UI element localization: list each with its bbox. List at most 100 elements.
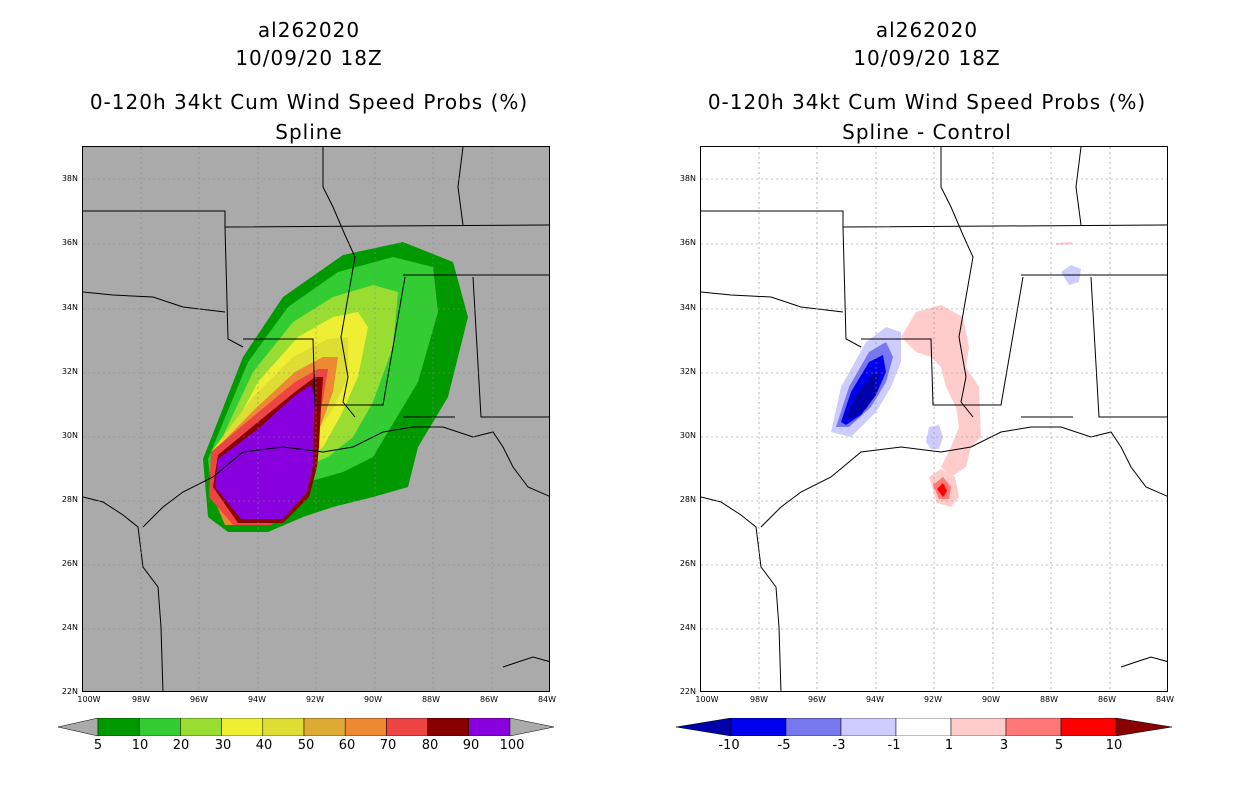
- diff-contour-pos-1: [901, 305, 981, 477]
- colorbar-box: [950, 718, 1007, 736]
- colorbar-label: -1: [887, 738, 901, 753]
- map-borders: [83, 147, 549, 691]
- lon-label: 100W: [77, 695, 101, 704]
- lon-label: 88W: [421, 695, 441, 704]
- colorbar-label: 5: [1054, 738, 1064, 753]
- lat-label: 36N: [679, 238, 696, 247]
- map-title: 0-120h 34kt Cum Wind Speed Probs (%): [707, 90, 1147, 114]
- lon-label: 90W: [981, 695, 1001, 704]
- colorbar-arrow-low: [58, 718, 99, 736]
- prob-contour-100: [215, 385, 315, 519]
- datetime: 10/09/20 18Z: [853, 46, 1001, 70]
- probability-map-graphic: [83, 147, 549, 691]
- storm-id: al262020: [257, 18, 361, 42]
- lat-label: 34N: [679, 303, 696, 312]
- colorbar: [676, 718, 1172, 736]
- map-grid: [83, 147, 549, 691]
- lon-label: 96W: [189, 695, 209, 704]
- lon-label: 86W: [479, 695, 499, 704]
- lat-label: 26N: [679, 559, 696, 568]
- probability-map: [82, 146, 550, 692]
- diff-contour-neg-10: [846, 372, 879, 419]
- colorbar-box: [262, 718, 305, 736]
- lat-label: 30N: [61, 431, 78, 440]
- lat-label: 34N: [61, 303, 78, 312]
- colorbar-label: 1: [944, 738, 954, 753]
- colorbar-label: -5: [777, 738, 791, 753]
- difference-map: [700, 146, 1168, 692]
- colorbar-arrow-high: [509, 718, 554, 736]
- lat-label: 38N: [679, 174, 696, 183]
- lon-label: 92W: [305, 695, 325, 704]
- colorbar-box: [730, 718, 787, 736]
- colorbar-box: [427, 718, 470, 736]
- map-subtitle: Spline: [275, 120, 343, 144]
- colorbar-box: [1005, 718, 1062, 736]
- map-title: 0-120h 34kt Cum Wind Speed Probs (%): [89, 90, 529, 114]
- lat-label: 32N: [61, 367, 78, 376]
- colorbar-box: [895, 718, 952, 736]
- lon-label: 96W: [807, 695, 827, 704]
- colorbar-label: 40: [255, 738, 273, 753]
- diff-contour-pos-small: [1056, 242, 1073, 245]
- lat-label: 24N: [679, 623, 696, 632]
- lon-label: 84W: [1155, 695, 1175, 704]
- colorbar-label: 30: [214, 738, 232, 753]
- colorbar-label: 10: [131, 738, 149, 753]
- lat-label: 28N: [679, 495, 696, 504]
- lat-label: 30N: [679, 431, 696, 440]
- lon-label: 86W: [1097, 695, 1117, 704]
- lon-label: 98W: [749, 695, 769, 704]
- lon-label: 84W: [537, 695, 557, 704]
- lon-label: 94W: [865, 695, 885, 704]
- storm-id: al262020: [875, 18, 979, 42]
- map-grid: [701, 147, 1167, 691]
- lat-label: 32N: [679, 367, 696, 376]
- lat-label: 24N: [61, 623, 78, 632]
- colorbar: [58, 718, 554, 736]
- datetime: 10/09/20 18Z: [235, 46, 383, 70]
- difference-map-graphic: [701, 147, 1167, 691]
- lon-label: 100W: [695, 695, 719, 704]
- colorbar-label: 20: [172, 738, 190, 753]
- colorbar-label: 90: [462, 738, 480, 753]
- lat-label: 36N: [61, 238, 78, 247]
- colorbar-box: [97, 718, 140, 736]
- lon-label: 98W: [131, 695, 151, 704]
- diff-contour-neg-small-a: [926, 425, 943, 449]
- colorbar-arrow-high: [1115, 718, 1172, 736]
- colorbar-label: 50: [297, 738, 315, 753]
- colorbar-box: [840, 718, 897, 736]
- colorbar-label: 10: [1105, 738, 1123, 753]
- colorbar-box: [386, 718, 428, 736]
- colorbar-label: 60: [338, 738, 356, 753]
- map-borders: [701, 147, 1167, 691]
- colorbar-box: [221, 718, 264, 736]
- lat-label: 22N: [679, 687, 696, 696]
- colorbar-box: [180, 718, 222, 736]
- lat-label: 28N: [61, 495, 78, 504]
- colorbar-label: -10: [718, 738, 740, 753]
- lon-label: 90W: [363, 695, 383, 704]
- colorbar-label: -3: [832, 738, 846, 753]
- colorbar-label: 80: [421, 738, 439, 753]
- colorbar-label: 70: [379, 738, 397, 753]
- colorbar-label: 3: [999, 738, 1009, 753]
- lat-label: 38N: [61, 174, 78, 183]
- colorbar-box: [1060, 718, 1117, 736]
- map-subtitle: Spline - Control: [842, 120, 1012, 144]
- colorbar-box: [344, 718, 387, 736]
- lon-label: 92W: [923, 695, 943, 704]
- colorbar-box: [303, 718, 346, 736]
- colorbar-label: 5: [93, 738, 103, 753]
- colorbar-box: [785, 718, 842, 736]
- lat-label: 22N: [61, 687, 78, 696]
- colorbar-label: 100: [499, 738, 525, 753]
- diff-contour-pos-5: [937, 483, 947, 497]
- lat-label: 26N: [61, 559, 78, 568]
- left-panel: al262020 10/09/20 18Z 0-120h 34kt Cum Wi…: [58, 18, 557, 753]
- colorbar-box: [138, 718, 181, 736]
- right-panel: al262020 10/09/20 18Z 0-120h 34kt Cum Wi…: [618, 0, 1236, 800]
- lon-label: 94W: [247, 695, 267, 704]
- colorbar-box: [468, 718, 511, 736]
